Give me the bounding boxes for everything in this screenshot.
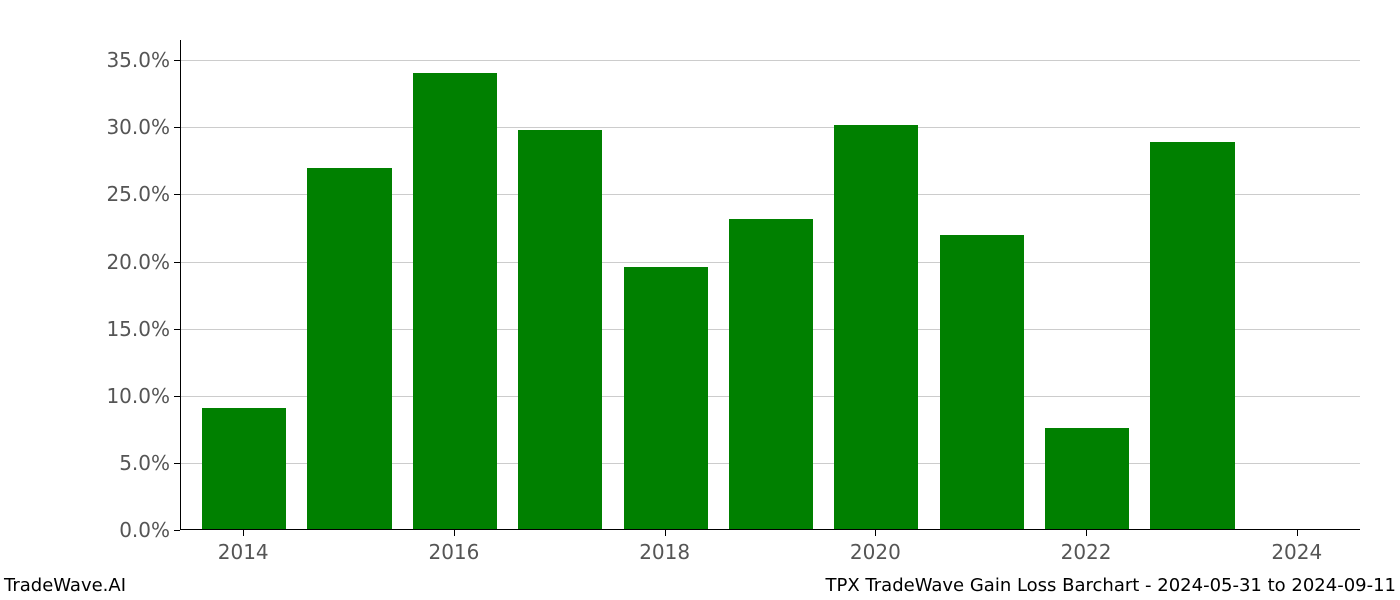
y-tick-label: 30.0% [90, 117, 170, 137]
y-tick-label: 35.0% [90, 50, 170, 70]
y-tick-mark [174, 463, 180, 464]
chart-container: 0.0% 5.0% 10.0% 15.0% 20.0% 25.0% 30.0% 35.0% 2… [0, 0, 1400, 600]
footer-right-caption: TPX TradeWave Gain Loss Barchart - 2024-… [826, 575, 1396, 596]
gridline [181, 127, 1360, 128]
bar [518, 130, 602, 529]
y-tick-label: 0.0% [90, 520, 170, 540]
y-tick-label: 15.0% [90, 319, 170, 339]
x-tick-label: 2018 [639, 542, 690, 562]
y-tick-label: 25.0% [90, 184, 170, 204]
x-tick-label: 2016 [428, 542, 479, 562]
y-tick-mark [174, 530, 180, 531]
x-tick-mark [1086, 530, 1087, 536]
gridline [181, 60, 1360, 61]
bar [834, 125, 918, 529]
y-tick-mark [174, 329, 180, 330]
x-tick-label: 2014 [218, 542, 269, 562]
bar [729, 219, 813, 529]
y-tick-mark [174, 127, 180, 128]
bar [202, 408, 286, 529]
y-tick-label: 20.0% [90, 252, 170, 272]
bar [1045, 428, 1129, 529]
x-tick-mark [454, 530, 455, 536]
x-tick-mark [665, 530, 666, 536]
footer-left-brand: TradeWave.AI [4, 575, 126, 596]
bar [940, 235, 1024, 529]
x-tick-mark [1297, 530, 1298, 536]
y-tick-mark [174, 60, 180, 61]
x-tick-label: 2024 [1271, 542, 1322, 562]
bar [1150, 142, 1234, 529]
x-tick-label: 2022 [1061, 542, 1112, 562]
bar [624, 267, 708, 529]
y-tick-mark [174, 194, 180, 195]
y-tick-mark [174, 396, 180, 397]
x-tick-mark [875, 530, 876, 536]
y-tick-label: 10.0% [90, 386, 170, 406]
x-tick-label: 2020 [850, 542, 901, 562]
x-tick-mark [243, 530, 244, 536]
y-tick-mark [174, 262, 180, 263]
bar [413, 73, 497, 529]
y-tick-label: 5.0% [90, 453, 170, 473]
bar [307, 168, 391, 529]
plot-area [180, 40, 1360, 530]
